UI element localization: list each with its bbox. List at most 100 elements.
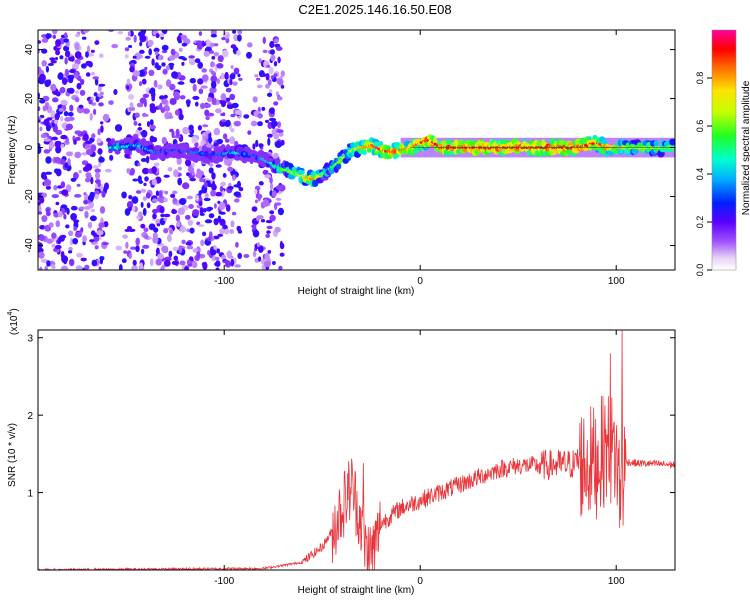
spectrogram-noise-blob: [89, 191, 95, 199]
spectrogram-noise-blob: [163, 228, 169, 234]
colorbar-tick-label: 0.8: [695, 72, 705, 85]
spectrogram-noise-blob: [205, 130, 211, 134]
spectrogram-noise-blob: [140, 188, 147, 193]
spectrogram-noise-blob: [65, 184, 72, 193]
spectrogram-noise-blob: [145, 155, 150, 164]
spectrogram-noise-blob: [45, 65, 50, 73]
spectrogram-noise-blob: [269, 176, 273, 184]
spectrogram-noise-blob: [98, 102, 104, 107]
spectrogram-noise-blob: [200, 239, 205, 247]
spectrogram-noise-blob: [151, 95, 156, 102]
spectrogram-noise-blob: [192, 248, 199, 253]
spectrogram-noise-blob: [144, 55, 151, 59]
spectrogram-noise-blob: [138, 69, 146, 77]
spectrogram-noise-blob: [128, 106, 136, 111]
spectrogram-noise-blob: [118, 264, 123, 270]
spectrogram-noise-blob: [152, 213, 157, 220]
spectrogram-noise-blob: [220, 112, 225, 117]
spectrogram-noise-blob: [209, 87, 217, 94]
spectrogram-noise-blob: [243, 254, 250, 258]
spectrogram-noise-blob: [156, 223, 161, 227]
spectrogram-noise-blob: [197, 125, 202, 131]
spectrogram-noise-blob: [152, 236, 159, 244]
spectrogram-noise-blob: [186, 245, 194, 250]
spectrogram-noise-blob: [123, 250, 128, 254]
spectrogram-noise-blob: [98, 222, 105, 229]
spectrogram-noise-blob: [63, 32, 68, 38]
spectrogram-noise-blob: [165, 65, 170, 71]
spectrogram-noise-blob: [226, 104, 234, 110]
spectrogram-noise-blob: [210, 81, 217, 89]
spectrogram-noise-blob: [68, 250, 73, 254]
spectrogram-noise-blob: [197, 61, 203, 69]
spectrogram-noise-blob: [47, 63, 54, 66]
spectrogram-noise-blob: [139, 262, 144, 269]
spectrogram-noise-blob: [270, 182, 273, 191]
spectrogram-noise-blob: [53, 156, 61, 164]
snr-x-label: Height of straight line (km): [298, 585, 415, 596]
spectrogram-ridge-core: [212, 153, 216, 157]
spectrogram-noise-blob: [39, 225, 46, 230]
spectrogram-noise-blob: [57, 72, 64, 80]
spectrogram-ridge-blob: [653, 139, 659, 148]
spectrogram-noise-blob: [169, 62, 174, 70]
spectrogram-noise-blob: [151, 166, 157, 175]
spectrogram-noise-blob: [222, 49, 229, 58]
spectrogram-noise-blob: [175, 214, 181, 222]
spectrogram-noise-blob: [124, 47, 130, 52]
spectrogram-noise-blob: [198, 31, 203, 36]
spectrogram-noise-blob: [216, 138, 224, 145]
spectrogram-noise-blob: [267, 250, 272, 254]
spectrogram-noise-blob: [99, 91, 104, 96]
spectrogram-noise-blob: [152, 198, 158, 203]
spectrogram-noise-blob: [273, 101, 279, 106]
spectrogram-noise-blob: [171, 71, 179, 79]
spectrogram-noise-blob: [208, 213, 215, 219]
spectrogram-noise-blob: [199, 207, 204, 215]
spectrogram-noise-blob: [148, 223, 156, 231]
spectrogram-noise-blob: [158, 190, 163, 198]
spectrogram-noise-blob: [273, 73, 278, 77]
spectrogram-noise-blob: [269, 210, 275, 215]
spectrogram-ridge-core: [433, 142, 437, 146]
spectrogram-noise-blob: [125, 241, 129, 249]
spectrogram-noise-blob: [66, 207, 70, 215]
spectrogram-noise-blob: [124, 54, 129, 59]
spectrogram-noise-blob: [133, 34, 137, 43]
spectrogram-noise-blob: [182, 126, 190, 135]
spectrogram-noise-blob: [254, 188, 258, 195]
spectrogram-ridge-blob: [254, 151, 259, 156]
spectrogram-noise-blob: [90, 49, 95, 53]
spectrogram-y-ticks: -40 -20 0 20 40: [24, 44, 675, 253]
spectrogram-noise-blob: [60, 99, 68, 106]
spectrogram-noise-blob: [205, 116, 210, 121]
x-tick-label: 100: [608, 276, 625, 287]
spectrogram-noise-blob: [276, 129, 284, 134]
spectrogram-noise-blob: [188, 124, 194, 131]
spectrogram-noise-blob: [177, 81, 185, 85]
spectrogram-noise-blob: [57, 237, 62, 245]
spectrogram-noise-blob: [179, 95, 186, 100]
spectrogram-noise-blob: [182, 182, 190, 190]
spectrogram-noise-blob: [61, 77, 68, 85]
spectrogram-ridge-blob: [266, 157, 275, 163]
spectrogram-noise-blob: [44, 265, 48, 270]
spectrogram-noise-blob: [247, 130, 252, 135]
spectrogram-noise-blob: [161, 44, 169, 51]
spectrogram-noise-blob: [233, 191, 241, 197]
spectrogram-noise-blob: [155, 33, 160, 39]
spectrogram-ridge-core: [598, 142, 602, 146]
spectrogram-ridge-blob: [632, 149, 638, 154]
spectrogram-noise-blob: [54, 112, 61, 119]
spectrogram-noise-blob: [177, 207, 185, 215]
spectrogram-ridge-blob: [658, 151, 664, 156]
spectrogram-noise-blob: [170, 193, 176, 198]
spectrogram-noise-blob: [98, 266, 102, 270]
spectrogram-noise-blob: [230, 44, 237, 49]
spectrogram-noise-blob: [179, 225, 186, 233]
spectrogram-noise-blob: [264, 253, 270, 261]
spectrogram-noise-blob: [97, 148, 103, 155]
spectrogram-noise-blob: [158, 54, 164, 61]
spectrogram-noise-blob: [38, 119, 41, 123]
spectrogram-ridge-blob: [536, 140, 541, 148]
